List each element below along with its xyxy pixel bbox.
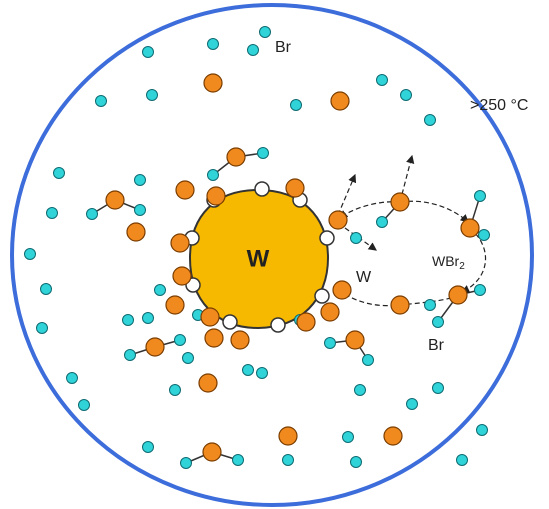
atom	[279, 427, 297, 445]
atom	[143, 47, 154, 58]
atom	[377, 75, 388, 86]
atom	[173, 267, 191, 285]
atom	[363, 355, 374, 366]
atom	[355, 385, 366, 396]
atom	[457, 455, 468, 466]
atom	[135, 205, 146, 216]
atom	[96, 96, 107, 107]
atom	[333, 281, 351, 299]
atom	[477, 425, 488, 436]
atom	[171, 234, 189, 252]
atom	[37, 323, 48, 334]
atom	[433, 383, 444, 394]
atom	[183, 353, 194, 364]
atom	[25, 249, 36, 260]
atom	[205, 329, 223, 347]
atom	[143, 442, 154, 453]
atom	[243, 365, 254, 376]
atom	[175, 335, 186, 346]
wbr2-text: WBr	[432, 253, 460, 269]
atom	[227, 148, 245, 166]
label-temperature: >250 °C	[470, 97, 528, 114]
atom	[176, 181, 194, 199]
atom	[125, 350, 136, 361]
atom	[181, 458, 192, 469]
atom	[135, 175, 146, 186]
atom	[449, 286, 467, 304]
atom	[401, 90, 412, 101]
atom	[87, 209, 98, 220]
label-br: Br	[428, 337, 445, 354]
atom	[147, 90, 158, 101]
atom	[475, 285, 486, 296]
atom	[260, 27, 271, 38]
atom	[425, 115, 436, 126]
atom	[233, 455, 244, 466]
atom	[351, 457, 362, 468]
atom	[286, 179, 304, 197]
atom	[170, 385, 181, 396]
label-wbr2: WBr2	[432, 253, 465, 272]
atom	[248, 45, 259, 56]
atom	[146, 338, 164, 356]
atom	[407, 399, 418, 410]
label-br: Br	[275, 39, 292, 56]
atom	[384, 427, 402, 445]
atom	[231, 331, 249, 349]
atom	[143, 313, 154, 324]
label-filament: W	[247, 245, 270, 272]
atom	[425, 300, 436, 311]
atom	[79, 400, 90, 411]
atom	[127, 223, 145, 241]
atom	[329, 211, 347, 229]
atom	[207, 187, 225, 205]
atom	[346, 331, 364, 349]
atom	[199, 374, 217, 392]
atom	[391, 193, 409, 211]
atom	[291, 100, 302, 111]
atom	[106, 191, 124, 209]
atom	[331, 92, 349, 110]
atom	[54, 168, 65, 179]
atom	[208, 39, 219, 50]
atom	[203, 443, 221, 461]
atom	[297, 313, 315, 331]
atom	[325, 338, 336, 349]
diagram: Br >250 °C W W WBr2 Br	[0, 0, 549, 509]
atom	[166, 296, 184, 314]
atom	[321, 303, 339, 321]
atom	[343, 432, 354, 443]
atom	[475, 191, 486, 202]
atom	[377, 217, 388, 228]
atom	[351, 233, 362, 244]
atom	[123, 315, 134, 326]
label-w: W	[356, 269, 372, 286]
atom	[257, 368, 268, 379]
atom	[433, 317, 444, 328]
atom	[155, 285, 166, 296]
atom	[201, 308, 219, 326]
atom	[204, 74, 222, 92]
atom	[258, 148, 269, 159]
wbr2-subscript: 2	[459, 261, 465, 272]
atom	[391, 296, 409, 314]
atom	[67, 373, 78, 384]
atom	[47, 208, 58, 219]
atom	[283, 455, 294, 466]
atom	[208, 170, 219, 181]
atom	[479, 230, 490, 241]
atom	[461, 219, 479, 237]
atom	[41, 284, 52, 295]
